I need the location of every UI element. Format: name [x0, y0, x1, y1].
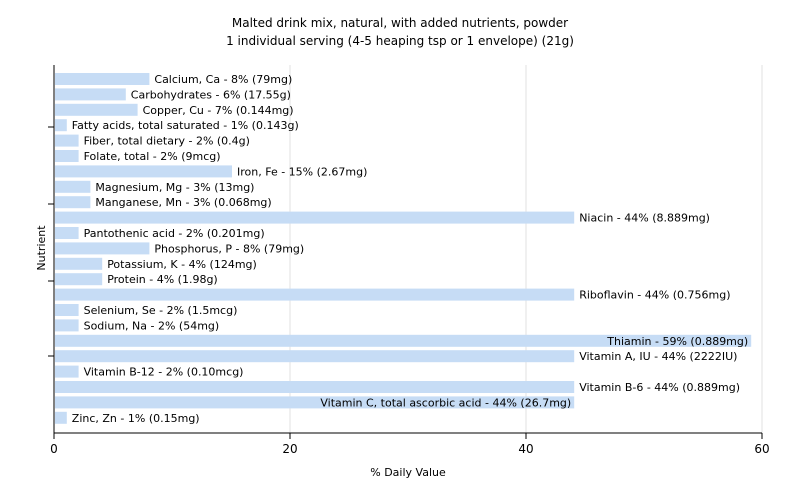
bar-label: Selenium, Se - 2% (1.5mcg) [84, 304, 238, 317]
bar [55, 211, 575, 224]
bar-label: Protein - 4% (1.98g) [107, 273, 218, 286]
bar-label: Manganese, Mn - 3% (0.068mg) [95, 196, 271, 209]
y-axis-label: Nutrient [35, 225, 48, 271]
bars-group: Calcium, Ca - 8% (79mg) Carbohydrates - 6… [55, 73, 752, 425]
bar [55, 227, 79, 239]
bar [55, 396, 575, 409]
bar-label: Fiber, total dietary - 2% (0.4g) [84, 135, 250, 148]
chart-title: Malted drink mix, natural, with added nu… [232, 16, 568, 30]
bar-label: Pantothenic acid - 2% (0.201mg) [84, 227, 265, 240]
bar [55, 88, 126, 101]
x-axis-label: % Daily Value [370, 466, 446, 479]
bar [55, 350, 575, 363]
bar [55, 365, 79, 378]
bar-label: Sodium, Na - 2% (54mg) [84, 319, 220, 332]
x-tick-label: 20 [282, 442, 297, 456]
bar-label: Potassium, K - 4% (124mg) [107, 258, 257, 271]
bar [55, 103, 138, 116]
bar [55, 242, 150, 255]
x-tick-label: 0 [50, 442, 58, 456]
bar-label: Magnesium, Mg - 3% (13mg) [95, 181, 254, 194]
bar [55, 119, 67, 132]
bar-label: Vitamin A, IU - 44% (2222IU) [579, 350, 737, 363]
bar-label: Calcium, Ca - 8% (79mg) [154, 73, 292, 86]
chart-subtitle: 1 individual serving (4-5 heaping tsp or… [226, 34, 574, 48]
bar [55, 381, 575, 393]
bar-label: Vitamin B-12 - 2% (0.10mcg) [84, 366, 244, 379]
bar [55, 134, 79, 147]
bar-label: Copper, Cu - 7% (0.144mg) [143, 104, 294, 117]
bar-label: Thiamin - 59% (0.889mg) [606, 335, 748, 348]
bar [55, 411, 67, 424]
bar [55, 257, 103, 270]
bar-label: Carbohydrates - 6% (17.55g) [131, 88, 291, 101]
bar-label: Fatty acids, total saturated - 1% (0.143… [72, 119, 299, 132]
bar-label: Niacin - 44% (8.889mg) [579, 212, 710, 225]
bar [55, 273, 103, 286]
axes-group: 0 20 40 60 [48, 65, 770, 456]
grid-lines [289, 65, 763, 433]
bar [55, 288, 575, 301]
bar [55, 196, 91, 209]
x-tick-label: 60 [754, 442, 769, 456]
bar [55, 150, 79, 162]
bar [55, 319, 79, 332]
bar-label: Phosphorus, P - 8% (79mg) [154, 242, 304, 255]
bar [55, 165, 232, 178]
bar-label: Iron, Fe - 15% (2.67mg) [237, 165, 367, 178]
bar-label: Zinc, Zn - 1% (0.15mg) [72, 412, 200, 425]
bar-label: Vitamin B-6 - 44% (0.889mg) [579, 381, 740, 394]
bar [55, 334, 752, 347]
x-tick-label: 40 [518, 442, 533, 456]
bar [55, 73, 150, 85]
bar [55, 180, 91, 193]
bar-label: Vitamin C, total ascorbic acid - 44% (26… [320, 396, 571, 409]
bar-label: Riboflavin - 44% (0.756mg) [579, 289, 730, 302]
bar-label: Folate, total - 2% (9mcg) [84, 150, 221, 163]
bar [55, 304, 79, 316]
